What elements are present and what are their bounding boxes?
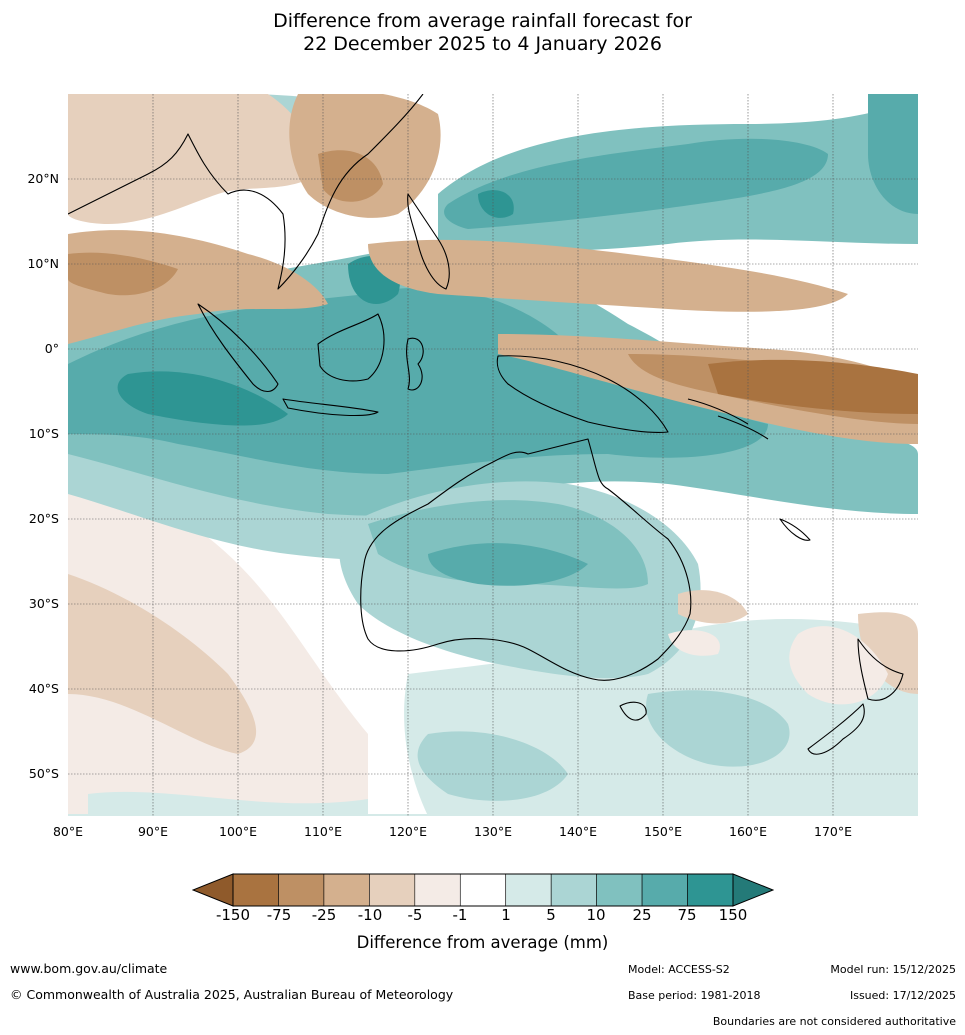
colorbar-cell (505, 873, 552, 907)
lat-tick-label: 20°N (27, 171, 59, 186)
lon-tick-label: 120°E (388, 824, 428, 839)
map-title: Difference from average rainfall forecas… (0, 10, 965, 56)
colorbar-cell (641, 873, 688, 907)
colorbar-tick-label: 25 (632, 906, 652, 924)
lat-tick-label: 50°S (28, 766, 59, 781)
colorbar-tick-label: -10 (357, 906, 383, 924)
lon-tick-label: 160°E (728, 824, 768, 839)
lon-tick-label: 150°E (643, 824, 683, 839)
graticule (68, 94, 918, 816)
coastlines (68, 94, 904, 755)
colorbar-cell (550, 873, 597, 907)
new-zealand-south-coastline (807, 703, 865, 755)
colorbar-tick-label: 150 (718, 906, 748, 924)
colorbar-cells (232, 873, 734, 907)
lat-tick-label: 10°N (27, 256, 59, 271)
colorbar (191, 873, 775, 907)
lat-tick-label: 30°S (28, 596, 59, 611)
colorbar-cell (278, 873, 325, 907)
lon-tick-label: 140°E (558, 824, 598, 839)
lat-tick-label: 10°S (28, 426, 59, 441)
philippines-coastline (407, 193, 450, 290)
lat-tick-label: 20°S (28, 511, 59, 526)
colorbar-cell (687, 873, 734, 907)
lon-tick-label: 80°E (52, 824, 84, 839)
java-coastline (282, 398, 379, 417)
colorbar-cell (414, 873, 461, 907)
copyright-text: © Commonwealth of Australia 2025, Austra… (10, 987, 454, 1002)
colorbar-extend-low (191, 873, 234, 907)
lat-tick-label: 0° (44, 341, 59, 356)
colorbar-label: Difference from average (mm) (356, 933, 609, 952)
solomon-islands-coastline (687, 398, 769, 440)
base-period-text: Base period: 1981-2018 (628, 989, 761, 1002)
website-link[interactable]: www.bom.gov.au/climate (10, 961, 168, 976)
colorbar-tick-label: -1 (452, 906, 468, 924)
colorbar-cell (232, 873, 279, 907)
tasmania-coastline (619, 701, 647, 721)
map-canvas (68, 94, 918, 816)
colorbar-tick-label: 5 (546, 906, 556, 924)
colorbar-tick-label: 75 (677, 906, 697, 924)
colorbar-cell (369, 873, 416, 907)
lon-tick-label: 130°E (473, 824, 513, 839)
sulawesi-coastline (406, 337, 424, 391)
lat-tick-label: 40°S (28, 681, 59, 696)
new-zealand-north-coastline (857, 638, 904, 701)
model-run-text: Model run: 15/12/2025 (830, 963, 956, 976)
asia-coastline (68, 94, 424, 290)
colorbar-cell (596, 873, 643, 907)
boundaries-note: Boundaries are not considered authoritat… (712, 1015, 956, 1028)
title-line-2: 22 December 2025 to 4 January 2026 (303, 33, 662, 55)
colorbar-tick-label: 10 (586, 906, 606, 924)
colorbar-tick-label: -25 (311, 906, 337, 924)
title-line-1: Difference from average rainfall forecas… (273, 10, 692, 32)
model-text: Model: ACCESS-S2 (628, 963, 730, 976)
rainfall-map (68, 94, 918, 816)
colorbar-cell (323, 873, 370, 907)
lon-tick-label: 90°E (137, 824, 169, 839)
lon-tick-label: 110°E (303, 824, 343, 839)
colorbar-svg (191, 873, 775, 907)
sumatra-coastline (197, 303, 279, 393)
borneo-coastline (317, 313, 385, 382)
colorbar-frame (232, 873, 734, 907)
new-guinea-coastline (496, 355, 669, 433)
colorbar-tick-label: -150 (215, 906, 251, 924)
colorbar-cell (459, 873, 507, 907)
australia-coastline (360, 438, 692, 681)
colorbar-tick-label: 1 (501, 906, 511, 924)
colorbar-tick-label: -5 (407, 906, 423, 924)
issued-text: Issued: 17/12/2025 (849, 989, 956, 1002)
lon-tick-label: 170°E (813, 824, 853, 839)
new-caledonia-coastline (779, 518, 811, 541)
lon-tick-label: 100°E (218, 824, 258, 839)
colorbar-tick-label: -75 (266, 906, 292, 924)
colorbar-extend-high (732, 873, 775, 907)
